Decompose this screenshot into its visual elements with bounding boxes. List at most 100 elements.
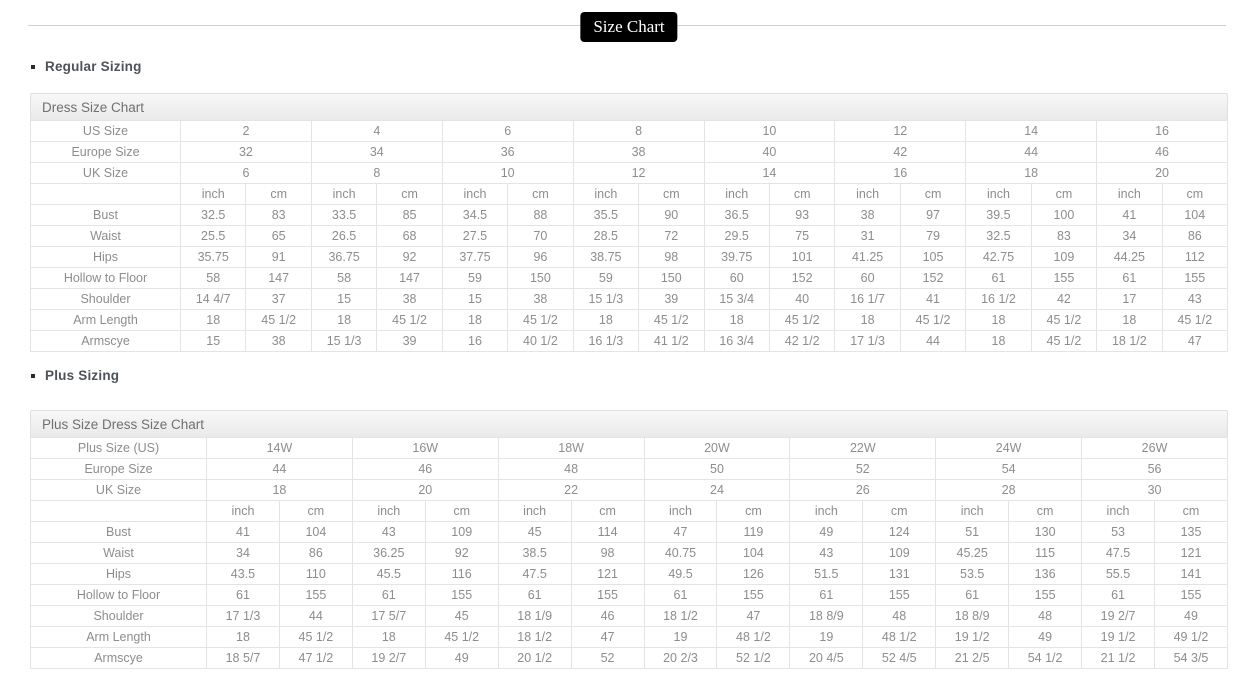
measure-value-cell: 45.25 — [935, 542, 1010, 564]
measure-value-cell: 155 — [278, 584, 353, 606]
measure-value-cell: 141 — [1153, 563, 1229, 585]
measure-value-cell: 15 — [441, 288, 509, 310]
unit-inch-label: inch — [206, 500, 280, 522]
measure-value-cell: 155 — [716, 584, 791, 606]
measure-value-cell: 155 — [1008, 584, 1083, 606]
measure-value-cell: 20 1/2 — [497, 647, 572, 669]
measurement-row: Armscye 15 38 15 1/3 39 16 40 1/2 16 1/3 41 1/2 1… — [30, 330, 1229, 352]
measure-value-cell: 150 — [507, 267, 574, 289]
measure-value-cell: 18 8/9 — [935, 605, 1010, 627]
row-label: Shoulder — [30, 288, 181, 310]
measure-value-cell: 29.5 — [703, 225, 770, 247]
sizing-section: Regular Sizing Dress Size Chart US Size 2… — [30, 59, 1229, 352]
measure-value-cell: 47 1/2 — [278, 647, 353, 669]
row-label: UK Size — [30, 479, 207, 501]
size-value-cell: 36 — [441, 141, 574, 163]
measurement-row: Hollow to Floor 61 155 61 155 61 155 61 155 61 155… — [30, 584, 1229, 606]
measure-value-cell: 18 — [310, 309, 378, 331]
measure-value-cell: 19 1/2 — [1081, 626, 1155, 648]
row-label: Waist — [30, 225, 181, 247]
measure-value-cell: 150 — [638, 267, 705, 289]
unit-cm-label: cm — [376, 183, 443, 205]
measure-value-cell: 51.5 — [789, 563, 864, 585]
measure-value-cell: 41 1/2 — [638, 330, 705, 352]
measure-value-cell: 65 — [245, 225, 312, 247]
measure-value-cell: 96 — [507, 246, 574, 268]
table-title: Dress Size Chart — [30, 93, 1228, 120]
size-value-cell: 14 — [703, 162, 836, 184]
measure-value-cell: 44 — [899, 330, 967, 352]
size-system-row: Europe Size 44 46 48 50 52 54 56 — [30, 458, 1228, 480]
measure-value-cell: 109 — [862, 542, 937, 564]
table-title: Plus Size Dress Size Chart — [30, 410, 1228, 437]
measure-value-cell: 33.5 — [310, 204, 378, 226]
measure-value-cell: 18 5/7 — [206, 647, 280, 669]
measurement-row: Arm Length 18 45 1/2 18 45 1/2 18 45 1/2 18 45 1… — [30, 309, 1229, 331]
unit-cm-label: cm — [862, 500, 937, 522]
size-value-cell: 26 — [789, 479, 937, 501]
size-table-block: Dress Size Chart US Size 2 4 6 8 10 12 14 16 Euro… — [30, 93, 1229, 352]
measure-value-cell: 121 — [570, 563, 645, 585]
measure-value-cell: 131 — [862, 563, 937, 585]
sizing-section: Plus Sizing Plus Size Dress Size Chart P… — [30, 368, 1229, 669]
measure-value-cell: 92 — [424, 542, 499, 564]
row-label — [30, 183, 181, 205]
measure-value-cell: 38 — [507, 288, 574, 310]
measure-value-cell: 124 — [862, 521, 937, 543]
measurement-row: Shoulder 17 1/3 44 17 5/7 45 18 1/9 46 18 1/2 47… — [30, 605, 1229, 627]
measure-value-cell: 28.5 — [572, 225, 640, 247]
size-value-cell: 10 — [441, 162, 574, 184]
measure-value-cell: 91 — [245, 246, 312, 268]
size-value-cell: 24 — [643, 479, 791, 501]
size-value-cell: 20 — [1096, 162, 1228, 184]
measure-value-cell: 61 — [935, 584, 1010, 606]
measure-value-cell: 112 — [1161, 246, 1229, 268]
size-value-cell: 48 — [497, 458, 645, 480]
measure-value-cell: 16 — [441, 330, 509, 352]
unit-inch-label: inch — [1096, 183, 1163, 205]
measure-value-cell: 86 — [278, 542, 353, 564]
row-label: US Size — [30, 120, 181, 142]
size-value-cell: 12 — [572, 162, 705, 184]
measure-value-cell: 35.5 — [572, 204, 640, 226]
unit-inch-label: inch — [703, 183, 770, 205]
measurement-row: Hollow to Floor 58 147 58 147 59 150 59 150 60 152… — [30, 267, 1229, 289]
measure-value-cell: 47.5 — [1081, 542, 1155, 564]
measure-value-cell: 61 — [789, 584, 864, 606]
measure-value-cell: 119 — [716, 521, 791, 543]
measure-value-cell: 41 — [899, 288, 967, 310]
measure-value-cell: 44.25 — [1096, 246, 1163, 268]
measure-value-cell: 135 — [1153, 521, 1229, 543]
measure-value-cell: 61 — [351, 584, 426, 606]
size-value-cell: 34 — [310, 141, 443, 163]
size-value-cell: 52 — [789, 458, 937, 480]
title-divider-row: Size Chart — [28, 12, 1228, 44]
measure-value-cell: 45 1/2 — [278, 626, 353, 648]
unit-cm-label: cm — [570, 500, 645, 522]
measure-value-cell: 155 — [424, 584, 499, 606]
measure-value-cell: 152 — [899, 267, 967, 289]
row-label: Bust — [30, 204, 181, 226]
measure-value-cell: 48 — [862, 605, 937, 627]
size-system-row: Plus Size (US) 14W 16W 18W 20W 22W 24W 26W — [30, 437, 1228, 459]
measure-value-cell: 147 — [376, 267, 443, 289]
unit-row: inch cm inch cm inch cm inch cm inch cm inch cm inch… — [30, 500, 1229, 522]
measurement-row: Hips 35.75 91 36.75 92 37.75 96 38.75 98 39.75 101… — [30, 246, 1229, 268]
measure-value-cell: 19 2/7 — [1081, 605, 1155, 627]
size-value-cell: 54 — [935, 458, 1083, 480]
size-value-cell: 18 — [965, 162, 1098, 184]
measurement-row: Arm Length 18 45 1/2 18 45 1/2 18 1/2 47 19 48 1… — [30, 626, 1229, 648]
size-value-cell: 14 — [965, 120, 1098, 142]
unit-inch-label: inch — [1081, 500, 1155, 522]
measure-value-cell: 36.75 — [310, 246, 378, 268]
size-value-cell: 14W — [206, 437, 353, 459]
section-heading: Regular Sizing — [31, 59, 1228, 74]
measure-value-cell: 42 — [1030, 288, 1098, 310]
measure-value-cell: 54 3/5 — [1153, 647, 1229, 669]
measure-value-cell: 155 — [1030, 267, 1098, 289]
measure-value-cell: 20 4/5 — [789, 647, 864, 669]
unit-cm-label: cm — [716, 500, 791, 522]
measure-value-cell: 40 — [768, 288, 836, 310]
measure-value-cell: 98 — [638, 246, 705, 268]
measure-value-cell: 61 — [206, 584, 280, 606]
